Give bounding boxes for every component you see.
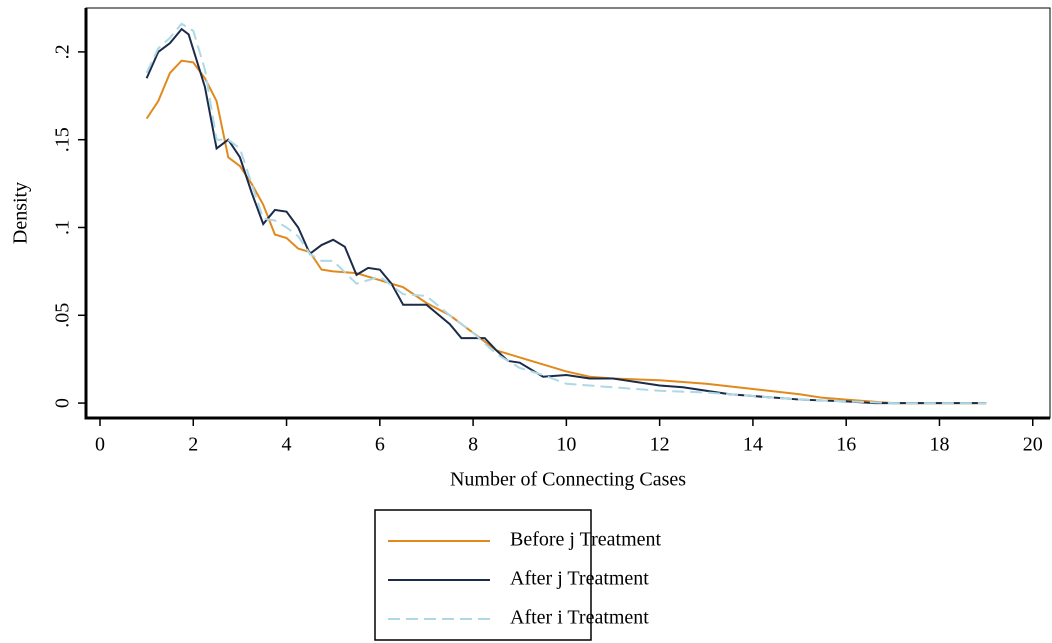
series-line (145, 27, 987, 405)
y-tick-label: .2 (52, 44, 74, 59)
x-tick-label: 10 (556, 434, 576, 456)
plot-frame (85, 7, 1051, 419)
y-axis-label: Density (10, 182, 32, 244)
x-axis-label: Number of Connecting Cases (450, 469, 686, 491)
x-tick-label: 14 (743, 434, 763, 456)
x-tick-label: 20 (1023, 434, 1043, 456)
y-tick-label: .05 (52, 303, 74, 328)
legend-label: After i Treatment (510, 607, 649, 629)
y-tick-label: .1 (52, 220, 74, 235)
y-tick-label: .15 (52, 127, 74, 152)
y-tick-label: 0 (52, 398, 74, 408)
x-tick-label: 4 (282, 434, 292, 456)
series-line (145, 59, 987, 405)
x-tick-label: 2 (188, 434, 198, 456)
series-line (145, 22, 987, 405)
legend-label: Before j Treatment (510, 529, 662, 551)
x-tick-label: 6 (375, 434, 385, 456)
x-tick-label: 8 (468, 434, 478, 456)
x-tick-label: 12 (650, 434, 670, 456)
x-tick-label: 0 (95, 434, 105, 456)
x-tick-label: 16 (836, 434, 856, 456)
x-tick-label: 18 (929, 434, 949, 456)
legend-label: After j Treatment (510, 568, 649, 590)
